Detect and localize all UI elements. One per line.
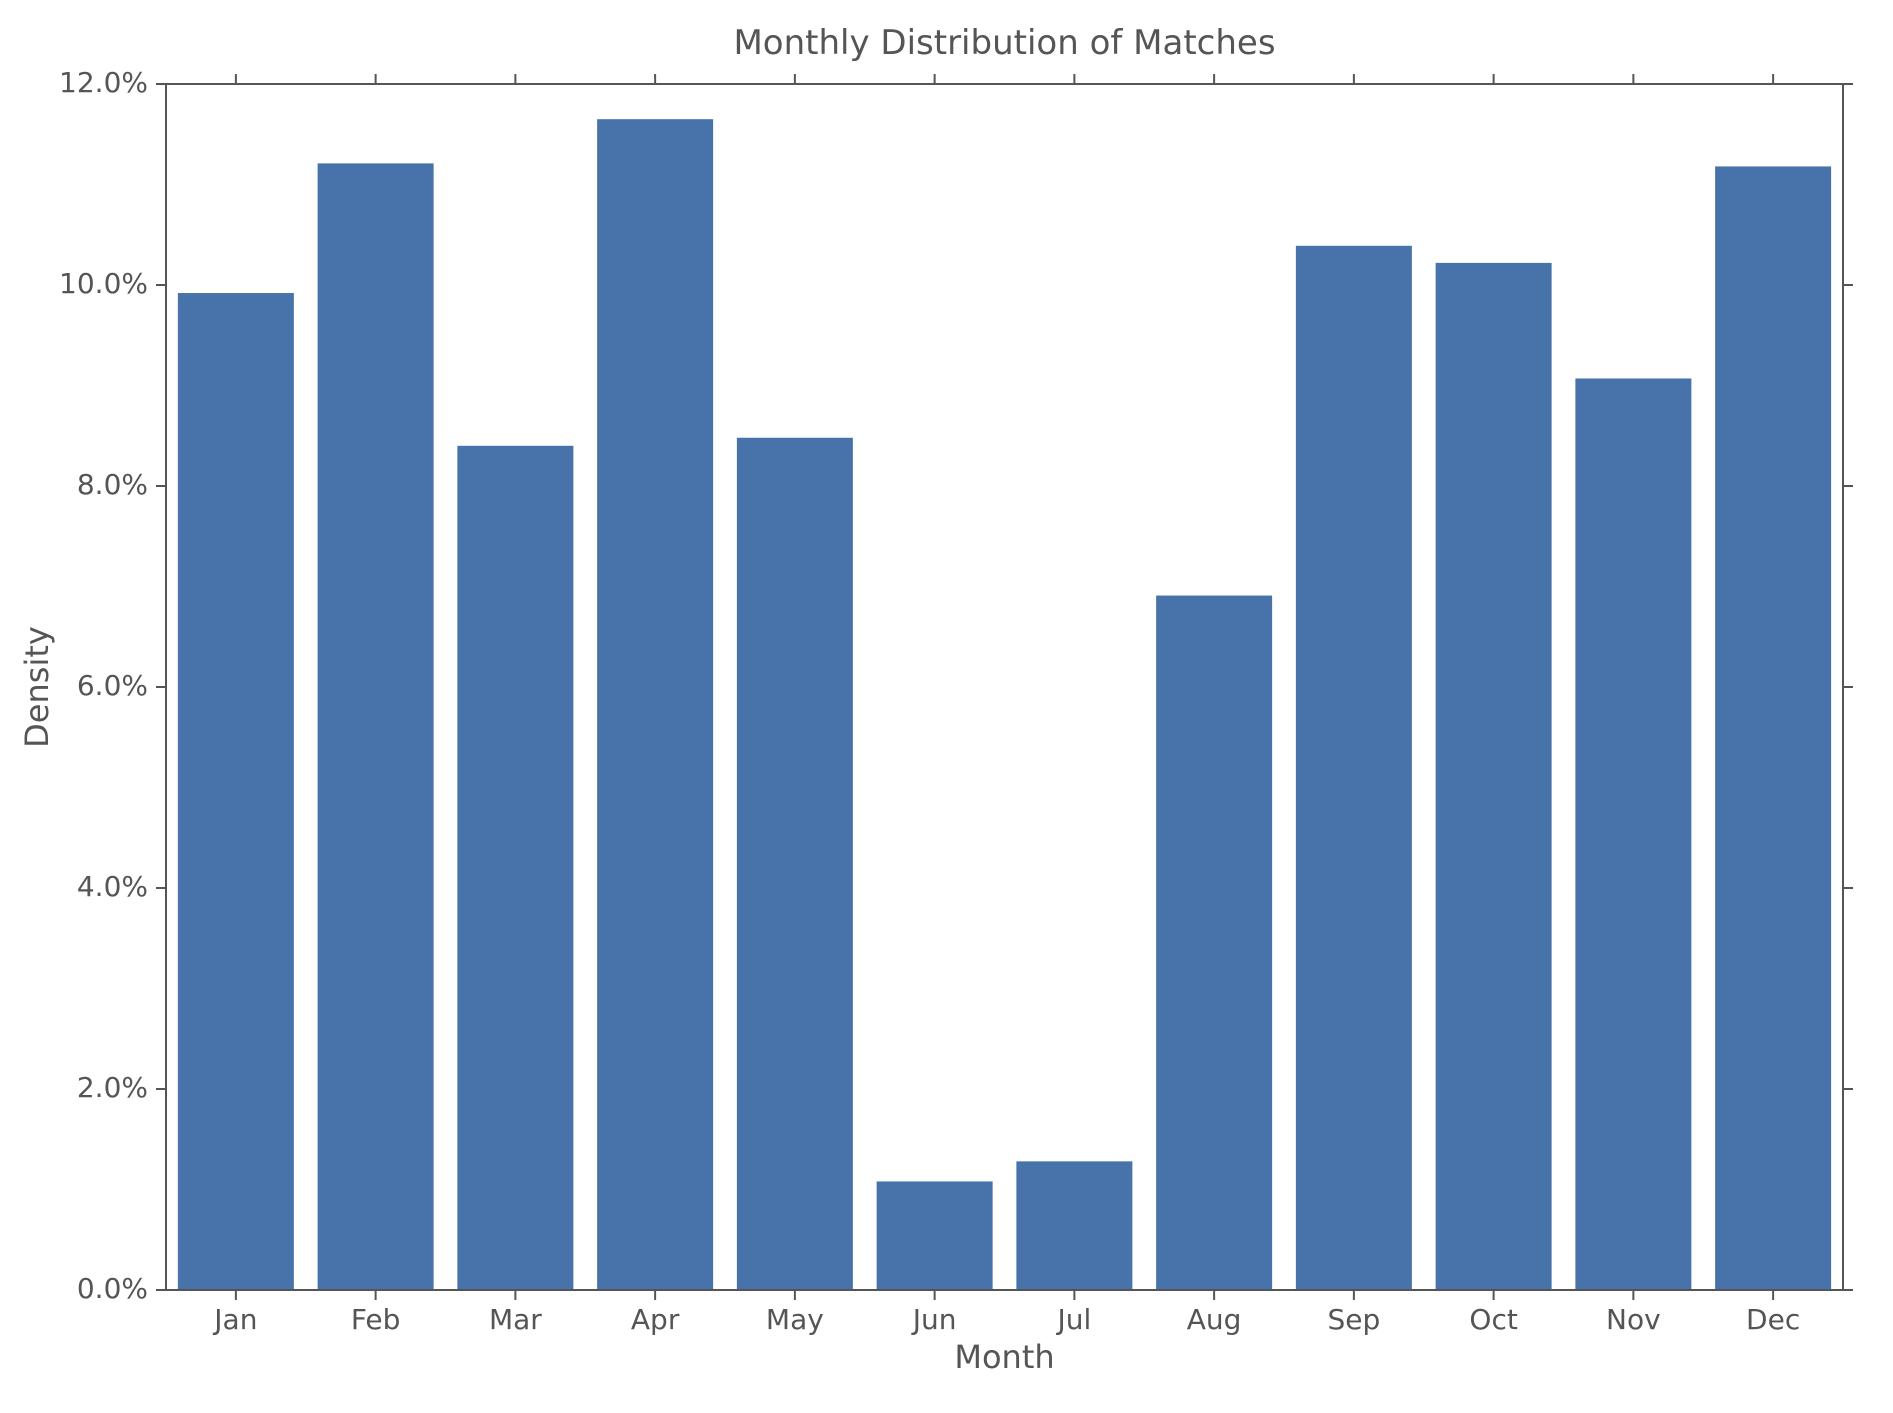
- bar: [737, 438, 853, 1290]
- bar: [1016, 1161, 1132, 1290]
- x-tick-label: Sep: [1327, 1303, 1380, 1336]
- x-tick-label: May: [766, 1303, 824, 1336]
- bar: [178, 293, 294, 1290]
- x-tick-label: Jun: [911, 1303, 957, 1336]
- bar-chart: 0.0% 2.0% 4.0% 6.0% 8.0% 10.0% 12.0% Jan Feb Mar A…: [0, 0, 1893, 1413]
- x-tick-label: Dec: [1746, 1303, 1800, 1336]
- bar: [318, 163, 434, 1290]
- bar: [597, 119, 713, 1290]
- x-tick-label: Jan: [212, 1303, 257, 1336]
- y-tick-label: 0.0%: [77, 1272, 148, 1305]
- bar: [1436, 263, 1552, 1290]
- chart-container: 0.0% 2.0% 4.0% 6.0% 8.0% 10.0% 12.0% Jan Feb Mar A…: [0, 0, 1893, 1413]
- bar: [1156, 596, 1272, 1290]
- bar: [1296, 246, 1412, 1290]
- x-tick-label: Aug: [1187, 1303, 1242, 1336]
- x-tick-label: Nov: [1606, 1303, 1661, 1336]
- bar: [457, 446, 573, 1290]
- y-axis-label: Density: [18, 626, 56, 748]
- x-tick-label: Mar: [489, 1303, 542, 1336]
- y-tick-label: 12.0%: [59, 66, 148, 99]
- y-tick-label: 4.0%: [77, 870, 148, 903]
- y-tick-label: 8.0%: [77, 468, 148, 501]
- y-tick-label: 2.0%: [77, 1071, 148, 1104]
- bar: [877, 1181, 993, 1290]
- x-axis-label: Month: [954, 1338, 1054, 1376]
- bar: [1715, 166, 1831, 1290]
- x-tick-label: Apr: [631, 1303, 680, 1336]
- chart-title: Monthly Distribution of Matches: [733, 23, 1275, 63]
- bar: [1575, 378, 1691, 1290]
- x-tick-label: Oct: [1469, 1303, 1517, 1336]
- x-tick-label: Jul: [1055, 1303, 1091, 1336]
- y-tick-label: 6.0%: [77, 669, 148, 702]
- y-tick-label: 10.0%: [59, 267, 148, 300]
- x-tick-label: Feb: [351, 1303, 401, 1336]
